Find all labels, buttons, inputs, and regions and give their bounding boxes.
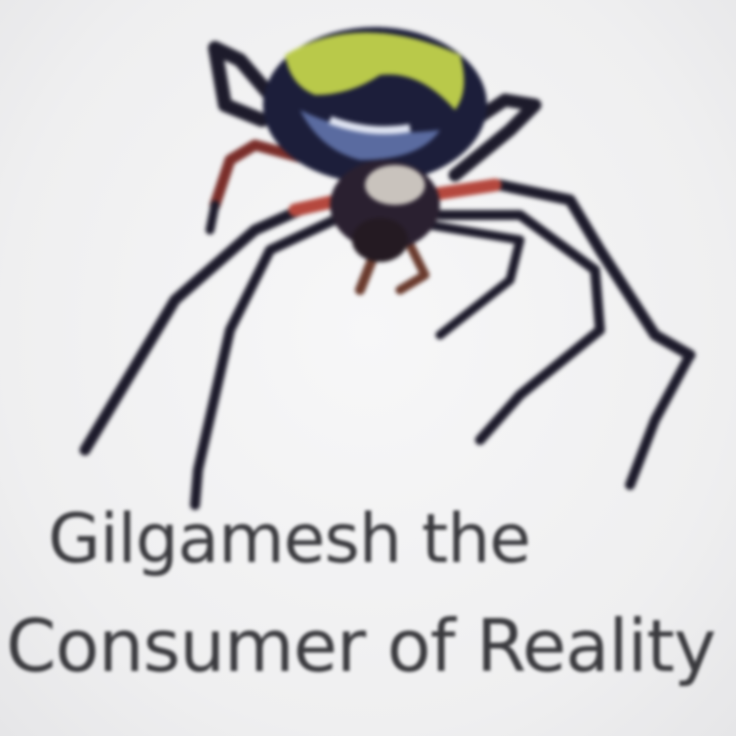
spider-leg — [190, 210, 350, 510]
spider-leg — [209, 139, 316, 211]
spider-leg — [425, 220, 525, 340]
spider-leg — [395, 240, 430, 295]
spider-abdomen-stripe — [285, 32, 464, 110]
spider-leg — [423, 178, 502, 202]
spider-leg — [208, 41, 307, 137]
spider-leg — [205, 200, 220, 235]
spider-leg — [625, 350, 695, 490]
spider-leg — [435, 210, 605, 445]
caption-line-1: Gilgamesh the — [48, 500, 531, 579]
caption-line-2: Consumer of Reality — [6, 604, 716, 688]
